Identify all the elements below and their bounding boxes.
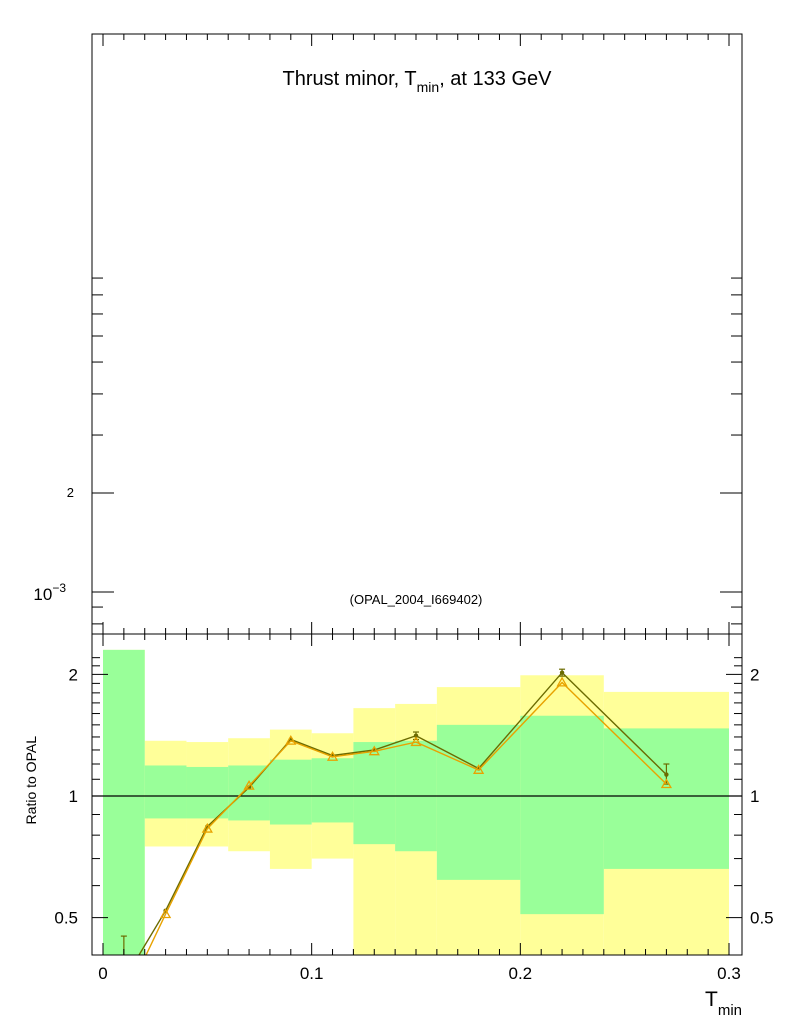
x-tick-label-1: 0.1: [300, 964, 324, 983]
series-b-line: [145, 681, 667, 955]
series-b: [119, 676, 673, 1005]
main-plot-frame: [91, 33, 743, 635]
y-tick-label-right-1: 1: [750, 787, 759, 806]
y-tick-label-1e-3: 10−3: [33, 581, 66, 604]
inner-band-9: [520, 715, 604, 915]
main-panel: Thrust minor, Tmin, at 133 GeV 2 10−3 (O…: [33, 33, 743, 635]
ratio-plot-frame: [91, 633, 743, 956]
inner-band-6: [353, 742, 396, 845]
y-tick-labels: 0.5 0.5 1 1 2 2: [54, 665, 773, 927]
ratio-x-ticks: [102, 634, 730, 955]
series-b-point-10: [660, 778, 673, 789]
inner-band-1: [144, 765, 187, 819]
series-b-point-0: [119, 997, 128, 1005]
y-tick-label-2e-3: 2: [67, 485, 74, 500]
series-a-point-9: [559, 670, 565, 675]
inner-band-5: [311, 758, 354, 823]
series-a-point-10: [664, 772, 669, 777]
y-tick-label-left-0: 0.5: [54, 909, 78, 928]
ratio-y-ticks: [92, 657, 742, 919]
y-tick-label-right-2: 2: [750, 665, 759, 684]
inner-band-8: [436, 724, 521, 880]
x-tick-labels: 0 0.1 0.2 0.3: [98, 964, 741, 983]
ratio-panel: 0 0.1 0.2 0.3 0.5 0.5 1 1 2 2 Ratio to OPAL Tmin: [23, 633, 774, 1019]
main-x-ticks: [102, 34, 730, 634]
inner-band-10: [603, 728, 729, 869]
x-tick-label-3: 0.3: [717, 964, 741, 983]
x-tick-label-0: 0: [98, 964, 107, 983]
inner-band-3: [228, 765, 270, 821]
analysis-annotation: (OPAL_2004_I669402): [350, 592, 483, 607]
series-b-point-3: [243, 779, 255, 790]
y-axis-label: Ratio to OPAL: [23, 736, 39, 825]
inner-band-0: [103, 649, 145, 955]
series-b-point-8: [472, 764, 485, 774]
series-b-point-1: [159, 908, 172, 919]
series-b-point-2: [201, 822, 213, 833]
series-b-point-5: [326, 751, 339, 761]
y-tick-label-right-0: 0.5: [750, 909, 774, 928]
x-axis-label: Tmin: [705, 988, 742, 1019]
series-b-point-6: [368, 745, 380, 756]
inner-band-2: [186, 766, 229, 819]
x-tick-label-2: 0.2: [509, 964, 533, 983]
series-b-point-4: [285, 734, 297, 745]
y-tick-label-left-1: 1: [69, 787, 78, 806]
series-b-point-7: [410, 736, 422, 747]
series-b-point-9: [556, 676, 568, 687]
y-tick-label-left-2: 2: [69, 665, 78, 684]
series-a-point-0: [122, 978, 126, 982]
series-a-point-7: [413, 733, 419, 738]
main-y-ticks: [92, 277, 742, 625]
inner-band-4: [269, 759, 312, 825]
main-title: Thrust minor, Tmin, at 133 GeV: [283, 68, 553, 95]
